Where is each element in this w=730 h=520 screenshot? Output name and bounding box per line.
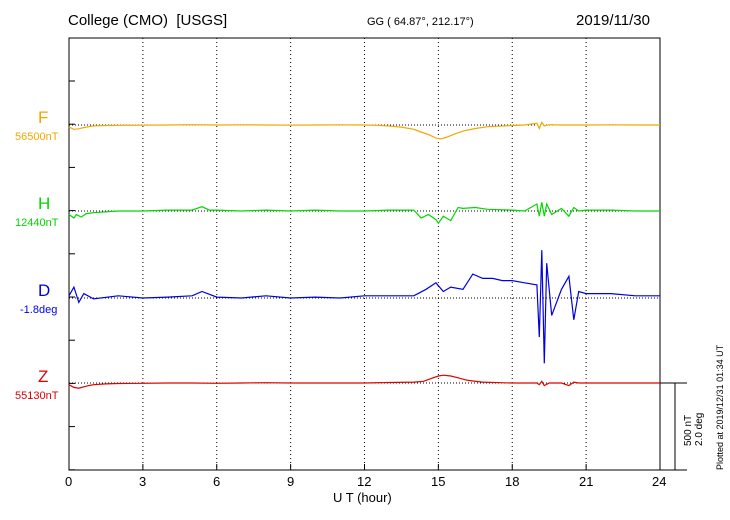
series-label-z: Z (38, 367, 49, 386)
plotted-at-note: Plotted at 2019/12/31 01:34 UT (715, 344, 725, 470)
scale-label-deg: 2.0 deg (694, 412, 705, 446)
x-ticks (68, 464, 661, 470)
station-title: College (CMO) [USGS] (68, 12, 228, 29)
x-axis-label: U T (hour) (333, 490, 392, 505)
geographic-coords: GG ( 64.87°, 212.17°) (367, 16, 474, 28)
x-tick-label: 9 (287, 474, 295, 489)
grid (142, 38, 587, 470)
x-tick-label: 0 (65, 474, 73, 489)
series-label-f: F (38, 108, 49, 127)
series-line-d (68, 250, 660, 364)
scale-label-nt: 500 nT (683, 414, 694, 446)
x-tick-label: 12 (357, 474, 372, 489)
x-tick-label: 18 (505, 474, 520, 489)
baseline-label-f: 56500nT (15, 131, 59, 143)
series-line-h (68, 202, 660, 225)
scale-bar (660, 382, 687, 471)
series-line-f (68, 121, 660, 140)
series-label-h: H (38, 194, 51, 213)
baseline-label-d: -1.8deg (20, 304, 58, 316)
x-tick-label: 24 (652, 474, 667, 489)
baseline-label-z: 55130nT (15, 390, 59, 402)
x-tick-label: 21 (579, 474, 594, 489)
x-tick-label: 3 (139, 474, 147, 489)
baseline-label-h: 12440nT (15, 217, 59, 229)
series-line-z (68, 374, 660, 389)
series-label-d: D (38, 281, 51, 300)
x-tick-label: 15 (431, 474, 446, 489)
y-ticks (69, 80, 75, 471)
traces (68, 121, 660, 389)
plot-date: 2019/11/30 (576, 12, 650, 29)
x-tick-label: 6 (213, 474, 221, 489)
